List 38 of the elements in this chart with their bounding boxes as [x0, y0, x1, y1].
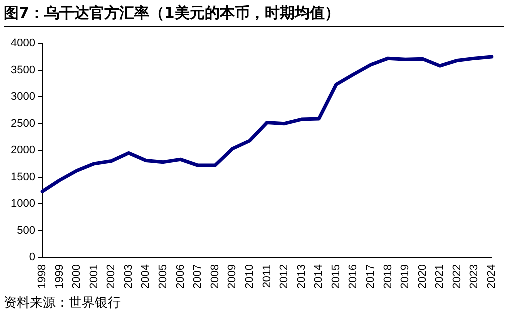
x-tick-label: 2006 — [174, 264, 187, 290]
x-tick-label: 2004 — [140, 264, 152, 290]
x-tick-label: 2001 — [88, 264, 100, 290]
y-tick-label: 3000 — [10, 91, 36, 104]
x-tick-label: 2018 — [382, 264, 394, 290]
x-tick-label: 2007 — [192, 264, 204, 290]
x-tick-label: 2015 — [330, 264, 342, 290]
x-tick-label: 2022 — [451, 264, 464, 290]
x-tick-label: 2000 — [71, 264, 84, 290]
x-tick-label: 2016 — [348, 264, 360, 290]
chart-title: 图7：乌干达官方汇率（1美元的本币，时期均值） — [4, 4, 504, 27]
x-tick-label: 2005 — [158, 264, 170, 290]
x-tick-label: 2024 — [486, 264, 498, 290]
y-tick-label: 2500 — [10, 118, 36, 130]
x-tick-label: 1999 — [54, 264, 66, 290]
x-tick-label: 2012 — [278, 264, 291, 290]
x-tick-label: 2019 — [400, 264, 412, 290]
y-tick-label: 0 — [29, 252, 36, 264]
y-tick-label: 500 — [17, 224, 36, 237]
x-tick-label: 2020 — [416, 264, 429, 290]
x-tick-label: 2010 — [244, 264, 256, 290]
x-tick-label: 2017 — [365, 264, 378, 290]
y-tick-label: 4000 — [10, 38, 36, 50]
x-tick-label: 2002 — [106, 264, 118, 290]
x-tick-label: 2021 — [434, 264, 446, 290]
x-tick-label: 2014 — [313, 264, 326, 290]
x-tick-label: 2023 — [468, 264, 481, 290]
x-tick-label: 2008 — [209, 264, 222, 290]
x-tick-label: 1998 — [36, 264, 48, 290]
y-tick-label: 1500 — [10, 171, 36, 184]
x-tick-label: 2013 — [296, 264, 308, 290]
x-tick-label: 2011 — [261, 264, 274, 288]
text: 资料来源：世界银行 — [4, 295, 121, 312]
x-tick-label: 2003 — [122, 264, 135, 290]
y-tick-label: 2000 — [10, 144, 36, 157]
x-tick-label: 2009 — [226, 264, 239, 290]
y-tick-label: 1000 — [10, 198, 36, 210]
y-tick-label: 3500 — [10, 64, 36, 76]
